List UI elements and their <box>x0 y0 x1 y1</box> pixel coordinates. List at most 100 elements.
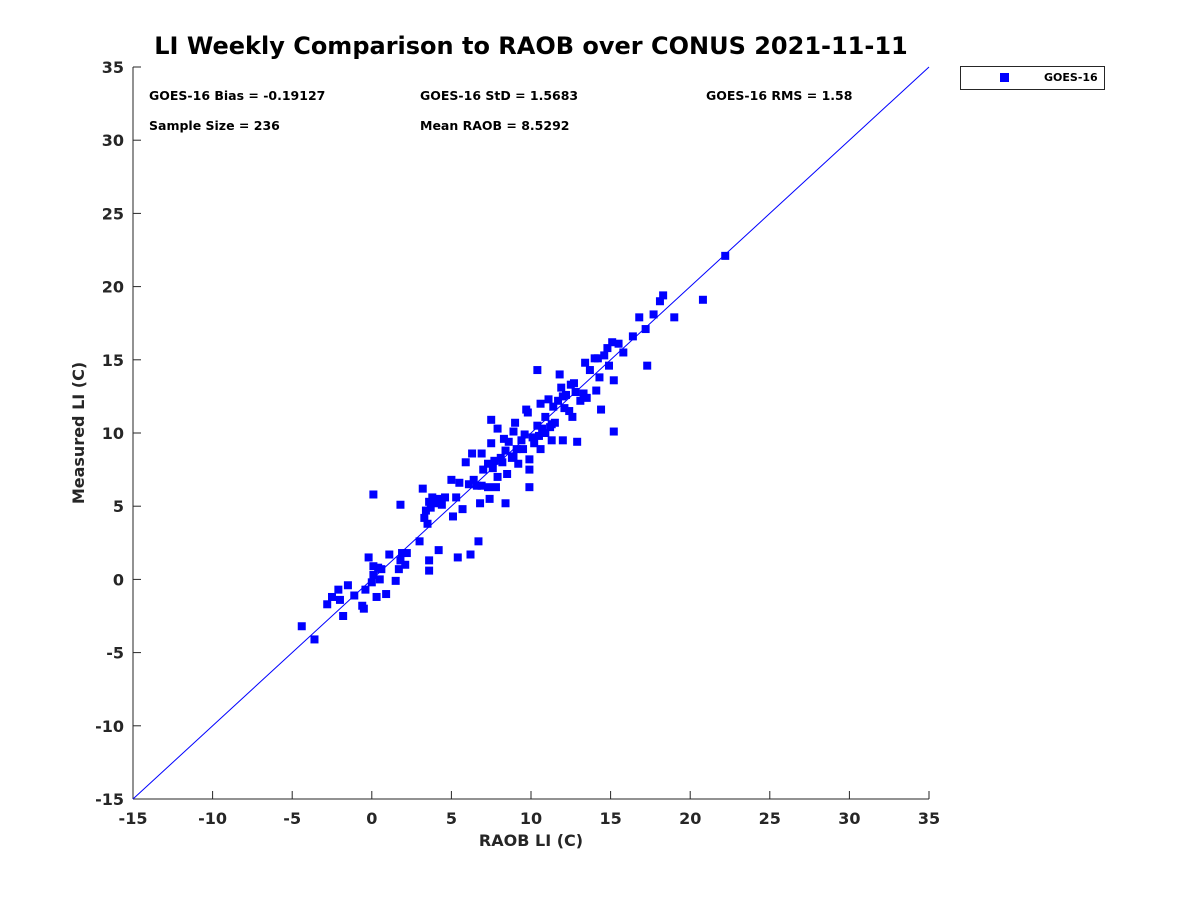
data-point <box>581 358 590 367</box>
data-point <box>464 480 473 489</box>
data-point <box>474 537 483 546</box>
y-tick-label: 15 <box>102 351 124 370</box>
x-tick-label: -5 <box>283 809 301 828</box>
chart-title: LI Weekly Comparison to RAOB over CONUS … <box>154 32 907 60</box>
data-point <box>398 549 407 558</box>
data-point <box>592 386 601 395</box>
data-point <box>491 483 500 492</box>
x-tick-label: 25 <box>759 809 781 828</box>
data-point <box>423 519 432 528</box>
data-point <box>641 325 650 334</box>
data-point <box>420 513 429 522</box>
data-point <box>530 439 539 448</box>
legend: GOES-16 <box>960 66 1105 90</box>
data-point <box>557 383 566 392</box>
y-axis-label: Measured LI (C) <box>69 362 88 504</box>
data-point <box>477 481 486 490</box>
data-point <box>364 553 373 562</box>
data-point <box>394 565 403 574</box>
data-point <box>448 512 457 521</box>
data-point <box>493 472 502 481</box>
data-point <box>479 465 488 474</box>
data-point <box>582 393 591 402</box>
data-point <box>375 575 384 584</box>
data-point <box>558 392 567 401</box>
data-point <box>452 493 461 502</box>
data-point <box>528 433 537 442</box>
data-point <box>490 456 499 465</box>
y-tick-label: 30 <box>102 131 124 150</box>
data-point <box>484 459 493 468</box>
data-point <box>415 537 424 546</box>
data-point <box>369 562 378 571</box>
data-point <box>635 313 644 322</box>
y-ticks: -15 -10 -5 0 5 10 15 20 25 30 35 <box>95 58 141 809</box>
data-point <box>514 459 523 468</box>
stats-annotations: GOES-16 Bias = -0.19127 GOES-16 StD = 1.… <box>149 88 852 133</box>
data-point <box>593 354 602 363</box>
data-point <box>509 452 518 461</box>
data-point <box>425 556 434 565</box>
data-point <box>569 379 578 388</box>
data-point <box>361 585 370 594</box>
data-point <box>421 506 430 515</box>
data-point <box>597 405 606 414</box>
data-point <box>377 565 386 574</box>
data-point <box>441 493 450 502</box>
data-point <box>571 388 580 397</box>
data-point <box>525 465 534 474</box>
data-point <box>372 592 381 601</box>
data-point <box>573 437 582 446</box>
data-point <box>499 434 508 443</box>
data-point <box>425 566 434 575</box>
data-point <box>501 499 510 508</box>
data-point <box>534 431 543 440</box>
data-point <box>369 490 378 499</box>
data-point <box>520 430 529 439</box>
data-point <box>382 590 391 599</box>
data-point <box>614 339 623 348</box>
data-point <box>550 418 559 427</box>
data-point <box>698 295 707 304</box>
x-tick-label: 15 <box>599 809 621 828</box>
data-point <box>568 412 577 421</box>
data-point <box>369 571 378 580</box>
data-point <box>477 449 486 458</box>
data-point <box>447 475 456 484</box>
y-tick-label: 25 <box>102 204 124 223</box>
data-point <box>525 483 534 492</box>
data-point <box>554 396 563 405</box>
data-point <box>485 494 494 503</box>
data-point <box>509 427 518 436</box>
data-point <box>546 423 555 432</box>
data-point <box>576 396 585 405</box>
data-point <box>472 481 481 490</box>
data-point <box>512 445 521 454</box>
data-point <box>455 478 464 487</box>
data-point <box>484 483 493 492</box>
legend-marker-icon <box>1000 73 1009 82</box>
y-tick-label: 10 <box>102 424 124 443</box>
data-point <box>536 445 545 454</box>
x-ticks: -15 -10 -5 0 5 10 15 20 25 30 35 <box>119 791 940 828</box>
bias-annotation: GOES-16 Bias = -0.19127 <box>149 88 325 103</box>
data-point <box>458 505 467 514</box>
data-point <box>533 421 542 430</box>
y-tick-label: 35 <box>102 58 124 77</box>
x-tick-label: 30 <box>838 809 860 828</box>
data-point <box>466 550 475 559</box>
data-point <box>585 366 594 375</box>
std-annotation: GOES-16 StD = 1.5683 <box>420 88 578 103</box>
data-point <box>603 344 612 353</box>
data-point <box>579 389 588 398</box>
data-point <box>426 503 435 512</box>
y-tick-label: 20 <box>102 278 124 297</box>
data-point <box>310 635 319 644</box>
data-point <box>367 578 376 587</box>
data-point <box>519 445 528 454</box>
legend-box <box>960 66 1105 90</box>
data-point <box>476 499 485 508</box>
sample-size-annotation: Sample Size = 236 <box>149 118 280 133</box>
data-point <box>385 550 394 559</box>
data-point <box>487 415 496 424</box>
